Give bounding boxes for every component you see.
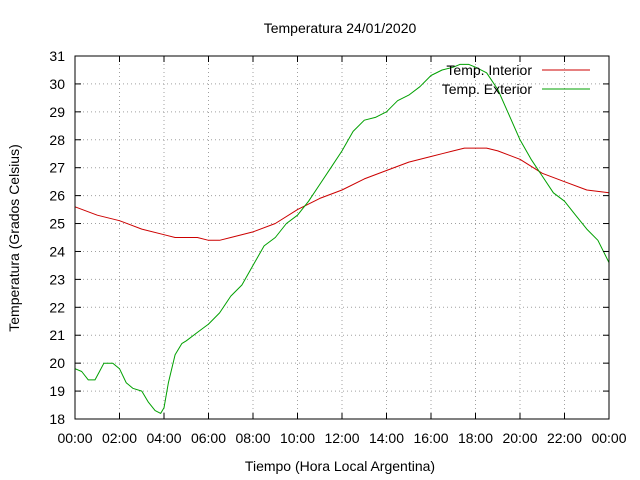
x-tick-label: 00:00 (57, 430, 92, 446)
x-tick-label: 10:00 (280, 430, 315, 446)
y-tick-label: 19 (49, 383, 65, 399)
grid-lines (75, 56, 609, 419)
x-tick-label: 04:00 (146, 430, 181, 446)
y-tick-label: 25 (49, 216, 65, 232)
plot-border (74, 55, 610, 420)
series-lines (74, 63, 610, 414)
y-tick-label: 28 (49, 132, 65, 148)
x-tick-label: 06:00 (191, 430, 226, 446)
legend-label-interior: Temp. Interior (446, 62, 532, 78)
x-tick-label: 20:00 (502, 430, 537, 446)
x-tick-label: 00:00 (591, 430, 626, 446)
y-tick-label: 30 (49, 76, 65, 92)
chart-title: Temperatura 24/01/2020 (264, 20, 417, 36)
y-tick-label: 31 (49, 48, 65, 64)
x-tick-label: 08:00 (235, 430, 270, 446)
tick-labels: 00:00 02:00 04:00 06:00 08:00 10:00 12:00 14:00… (49, 48, 626, 446)
x-tick-label: 02:00 (102, 430, 137, 446)
series-line-interior (74, 147, 610, 241)
y-tick-label: 24 (49, 243, 65, 259)
axes (74, 55, 610, 420)
x-tick-label: 12:00 (324, 430, 359, 446)
series-line-exterior (74, 63, 610, 414)
y-tick-label: 23 (49, 271, 65, 287)
x-tick-label: 18:00 (458, 430, 493, 446)
x-axis-label: Tiempo (Hora Local Argentina) (245, 458, 435, 474)
y-tick-label: 26 (49, 188, 65, 204)
y-tick-label: 27 (49, 160, 65, 176)
y-tick-label: 22 (49, 299, 65, 315)
x-tick-label: 14:00 (369, 430, 404, 446)
y-tick-label: 29 (49, 104, 65, 120)
y-tick-label: 18 (49, 411, 65, 427)
y-tick-label: 20 (49, 355, 65, 371)
x-tick-label: 16:00 (413, 430, 448, 446)
y-tick-label: 21 (49, 327, 65, 343)
y-axis-label: Temperatura (Grados Celsius) (6, 144, 22, 332)
legend: Temp. Interior Temp. Exterior (442, 62, 590, 97)
x-tick-label: 22:00 (547, 430, 582, 446)
legend-label-exterior: Temp. Exterior (442, 81, 533, 97)
